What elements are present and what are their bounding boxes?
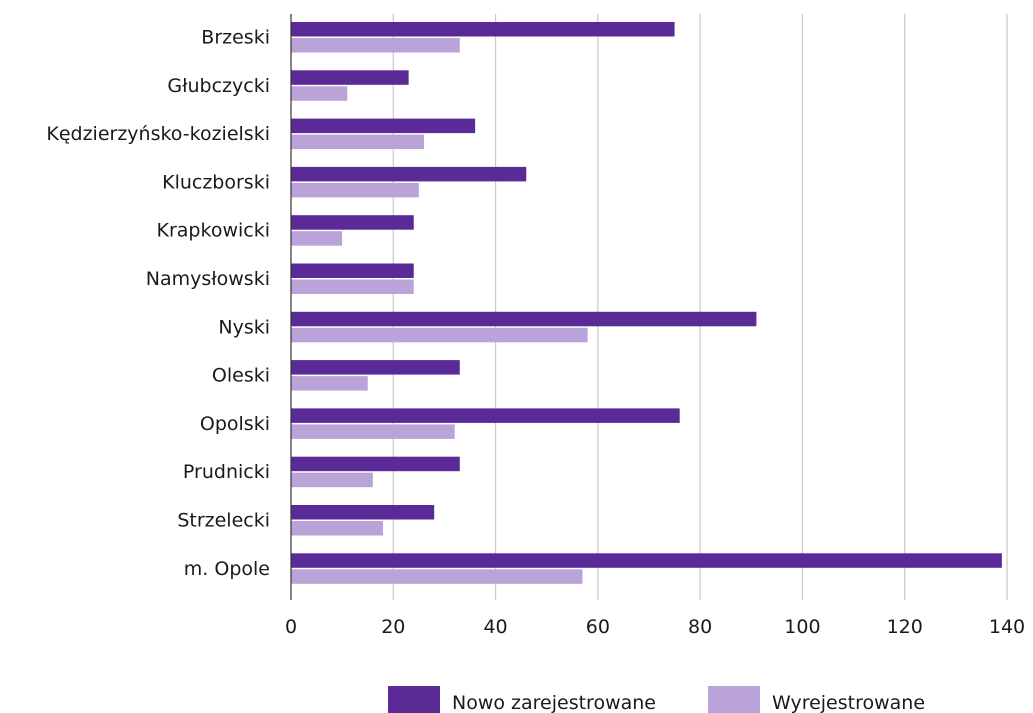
category-label: Prudnicki <box>183 461 270 483</box>
category-label: Strzelecki <box>177 510 270 532</box>
category-label: Brzeski <box>201 27 270 49</box>
grid-lines <box>392 14 1008 600</box>
category-label: Krapkowicki <box>157 220 270 242</box>
x-tick-label: 120 <box>887 616 923 638</box>
legend-label: Wyrejestrowane <box>772 692 925 713</box>
bar-nowo-zarejestrowane <box>291 166 527 182</box>
category-label: Kędzierzyńsko-kozielski <box>46 123 270 145</box>
category-label: Głubczycki <box>167 75 270 97</box>
category-label: Namysłowski <box>146 268 270 290</box>
bar-wyrejestrowane <box>291 472 373 488</box>
category-label: Nyski <box>218 316 270 338</box>
x-tick-label: 40 <box>483 616 507 638</box>
x-tick-label: 60 <box>586 616 610 638</box>
bar-wyrejestrowane <box>291 569 583 584</box>
bar-nowo-zarejestrowane <box>291 553 1002 568</box>
bar-nowo-zarejestrowane <box>291 360 460 375</box>
category-label: Kluczborski <box>162 171 270 193</box>
x-tick-label: 0 <box>285 616 297 638</box>
bar-nowo-zarejestrowane <box>291 263 414 278</box>
bar-wyrejestrowane <box>291 424 455 439</box>
category-label: m. Opole <box>184 558 270 580</box>
bar-nowo-zarejestrowane <box>291 215 414 230</box>
bar-wyrejestrowane <box>291 134 424 150</box>
category-labels: Brzeski Głubczycki Kędzierzyńsko-kozielski… <box>46 27 270 580</box>
legend-swatch <box>708 686 760 713</box>
category-label: Opolski <box>200 413 270 435</box>
bar-nowo-zarejestrowane <box>291 456 460 472</box>
bar-wyrejestrowane <box>291 38 460 53</box>
bar-nowo-zarejestrowane <box>291 118 476 134</box>
bar-wyrejestrowane <box>291 327 588 343</box>
bar-wyrejestrowane <box>291 231 343 246</box>
bar-wyrejestrowane <box>291 521 384 536</box>
category-label: Oleski <box>212 365 270 387</box>
bar-wyrejestrowane <box>291 376 368 391</box>
x-tick-label: 100 <box>784 616 820 638</box>
bar-nowo-zarejestrowane <box>291 505 435 520</box>
bar-wyrejestrowane <box>291 182 419 198</box>
bar-nowo-zarejestrowane <box>291 22 675 37</box>
x-tick-labels: 0 20 40 60 80 100 120 140 <box>285 616 1025 638</box>
bar-nowo-zarejestrowane <box>291 408 680 423</box>
legend-swatch <box>388 686 440 713</box>
bar-wyrejestrowane <box>291 279 414 294</box>
bar-wyrejestrowane <box>291 86 348 101</box>
legend: Nowo zarejestrowane Wyrejestrowane <box>388 686 925 713</box>
legend-label: Nowo zarejestrowane <box>452 692 656 713</box>
x-tick-label: 140 <box>989 616 1025 638</box>
x-tick-label: 80 <box>688 616 712 638</box>
bar-nowo-zarejestrowane <box>291 311 757 327</box>
bars <box>291 22 1002 584</box>
x-tick-label: 20 <box>381 616 405 638</box>
bar-nowo-zarejestrowane <box>291 70 409 85</box>
